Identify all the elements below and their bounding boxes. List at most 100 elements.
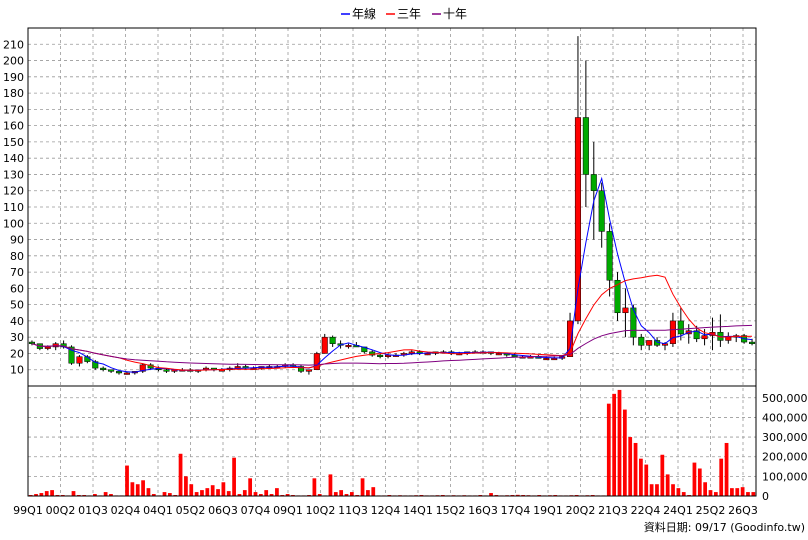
legend-label-yearly: 年線 bbox=[352, 6, 376, 21]
volume-bar bbox=[606, 403, 611, 496]
x-tick-label: 25Q2 bbox=[696, 504, 726, 517]
volume-bar bbox=[109, 494, 113, 496]
volume-tick-label: 0 bbox=[762, 490, 769, 503]
price-tick-label: 100 bbox=[3, 217, 24, 230]
volume-bar bbox=[146, 488, 151, 496]
volume-bar bbox=[751, 492, 756, 496]
candle-body bbox=[163, 369, 170, 372]
x-tick-label: 04Q1 bbox=[143, 504, 173, 517]
candle-body bbox=[123, 372, 130, 375]
volume-axis: 0 100,000 200,000 300,000 400,000 500,000 bbox=[762, 392, 808, 503]
x-tick-label: 12Q4 bbox=[371, 504, 401, 517]
candles bbox=[28, 36, 756, 375]
price-tick-label: 110 bbox=[3, 201, 24, 214]
volume-bar bbox=[628, 437, 633, 496]
volume-bar bbox=[39, 493, 44, 496]
volume-bar bbox=[103, 492, 108, 496]
candle-body bbox=[68, 346, 75, 364]
grid bbox=[28, 28, 756, 496]
volume-bar bbox=[194, 492, 199, 496]
volume-bar bbox=[333, 492, 338, 496]
candle-body bbox=[92, 361, 99, 369]
candle-body bbox=[28, 341, 35, 344]
volume-bar bbox=[141, 480, 145, 496]
moving-average-lines bbox=[31, 176, 753, 373]
x-tick-label: 09Q1 bbox=[273, 504, 303, 517]
volume-bar bbox=[612, 393, 617, 496]
volume-bar bbox=[622, 409, 627, 496]
price-tick-label: 200 bbox=[3, 55, 24, 68]
volume-tick-label: 500,000 bbox=[762, 392, 808, 405]
volume-bar bbox=[339, 490, 344, 496]
volume-bar bbox=[719, 458, 724, 496]
legend: 年線 三年 十年 bbox=[341, 6, 467, 21]
price-tick-label: 130 bbox=[3, 168, 24, 181]
candle-body bbox=[321, 336, 328, 354]
x-axis: 99Q1 00Q2 01Q3 02Q4 04Q1 05Q2 06Q3 07Q4 09Q1 10Q2… bbox=[13, 504, 758, 517]
price-tick-label: 140 bbox=[3, 152, 24, 165]
candle-body bbox=[614, 279, 621, 314]
x-tick-label: 14Q1 bbox=[403, 504, 433, 517]
volume-bar bbox=[162, 492, 167, 496]
volume-bar bbox=[253, 492, 258, 496]
volume-bars bbox=[28, 389, 756, 496]
price-tick-label: 150 bbox=[3, 136, 24, 149]
price-tick-label: 90 bbox=[10, 234, 24, 247]
volume-bar bbox=[151, 494, 156, 496]
candle-body bbox=[44, 346, 51, 349]
volume-bar bbox=[617, 389, 622, 496]
price-tick-label: 80 bbox=[10, 250, 24, 263]
price-tick-label: 210 bbox=[3, 38, 24, 51]
volume-bar bbox=[232, 457, 236, 496]
candle-body bbox=[574, 117, 581, 322]
candle-body bbox=[424, 353, 431, 356]
candle-body bbox=[749, 341, 756, 344]
volume-bar bbox=[633, 442, 638, 496]
price-tick-label: 10 bbox=[10, 364, 24, 377]
volume-bar bbox=[210, 485, 215, 496]
volume-bar bbox=[644, 464, 649, 496]
volume-bar bbox=[349, 492, 354, 496]
price-tick-label: 50 bbox=[10, 299, 24, 312]
volume-bar bbox=[735, 488, 740, 496]
x-tick-label: 02Q4 bbox=[111, 504, 141, 517]
candle-body bbox=[582, 117, 589, 175]
volume-bar bbox=[703, 482, 708, 496]
volume-bar bbox=[697, 468, 702, 496]
volume-bar bbox=[649, 484, 654, 496]
x-tick-label: 22Q4 bbox=[631, 504, 661, 517]
candle-body bbox=[551, 358, 558, 361]
volume-bar bbox=[50, 490, 54, 496]
volume-bar bbox=[366, 490, 370, 496]
candle-body bbox=[76, 356, 83, 364]
ma-yearly-line bbox=[31, 176, 753, 373]
candle-body bbox=[638, 336, 645, 346]
candle-body bbox=[329, 336, 336, 344]
volume-bar bbox=[269, 494, 274, 496]
volume-bar bbox=[178, 453, 183, 496]
x-tick-label: 24Q1 bbox=[663, 504, 693, 517]
volume-tick-label: 100,000 bbox=[762, 470, 808, 483]
x-tick-label: 20Q2 bbox=[566, 504, 596, 517]
volume-bar bbox=[226, 491, 231, 496]
price-tick-label: 180 bbox=[3, 87, 24, 100]
volume-bar bbox=[660, 454, 665, 496]
candle-body bbox=[725, 336, 732, 341]
volume-bar bbox=[264, 490, 269, 496]
x-tick-label: 06Q3 bbox=[208, 504, 238, 517]
footer-source: 資料日期: 09/17 (Goodinfo.tw) bbox=[644, 520, 805, 534]
volume-bar bbox=[285, 494, 290, 496]
price-axis: 10 20 30 40 50 60 70 80 90 100 110 120 130 140 150 160 1… bbox=[3, 38, 24, 376]
volume-bar bbox=[221, 482, 226, 496]
volume-bar bbox=[125, 465, 129, 496]
volume-bar bbox=[371, 487, 376, 496]
volume-bar bbox=[205, 488, 210, 496]
candle-body bbox=[115, 371, 123, 374]
volume-bar bbox=[93, 494, 97, 496]
volume-bar bbox=[692, 462, 697, 496]
volume-bar bbox=[184, 476, 188, 496]
candle-body bbox=[701, 335, 708, 340]
x-tick-label: 21Q3 bbox=[598, 504, 628, 517]
price-tick-label: 70 bbox=[10, 266, 24, 279]
